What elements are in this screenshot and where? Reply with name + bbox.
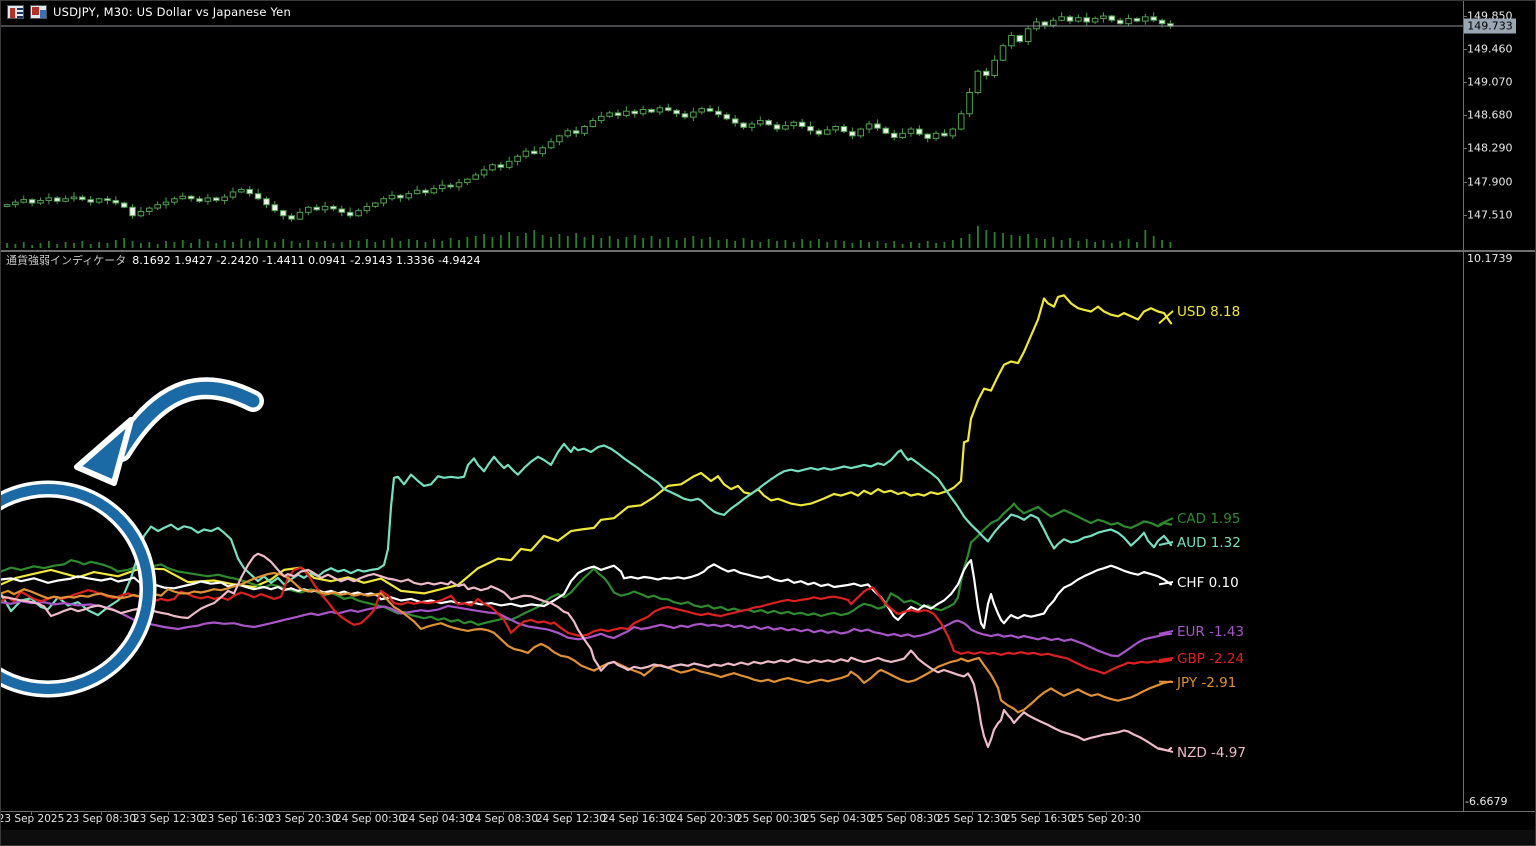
strength-line-CAD <box>1 502 1173 626</box>
time-axis-tick <box>571 811 572 815</box>
strength-label-CHF: CHF 0.10 <box>1177 575 1239 591</box>
time-axis-label: 24 Sep 04:30 <box>401 813 473 825</box>
time-axis-tick <box>31 811 32 815</box>
time-axis-tick <box>838 811 839 815</box>
current-price-box: 149.733 <box>1464 18 1516 34</box>
strength-line-USD <box>1 294 1173 595</box>
time-axis-tick <box>101 811 102 815</box>
strength-label-AUD: AUD 1.32 <box>1177 535 1241 551</box>
price-axis-tick <box>1463 215 1467 216</box>
indicator-scale-top: 10.1739 <box>1467 252 1513 265</box>
price-axis-tick <box>1463 182 1467 183</box>
time-axis-label: 23 Sep 12:30 <box>132 813 204 825</box>
window-bottom-strip <box>1 830 1535 845</box>
time-axis-tick <box>705 811 706 815</box>
strength-label-GBP: GBP -2.24 <box>1177 651 1244 667</box>
time-axis-label: 25 Sep 16:30 <box>1003 813 1075 825</box>
time-axis-label: 23 Sep 2025 <box>0 813 65 825</box>
indicator-scale-bottom: -6.6679 <box>1465 795 1508 808</box>
price-axis-tick <box>1463 49 1467 50</box>
time-axis-label: 23 Sep 20:30 <box>267 813 339 825</box>
strength-label-EUR: EUR -1.43 <box>1177 624 1244 640</box>
indicator-name: 通貨強弱インディケータ <box>6 254 127 267</box>
time-axis-label: 24 Sep 16:30 <box>601 813 673 825</box>
strength-line-NZD <box>1 552 1173 752</box>
price-axis-label: 149.460 <box>1467 42 1513 56</box>
time-axis-label: 24 Sep 20:30 <box>669 813 741 825</box>
time-axis-label: 23 Sep 16:30 <box>200 813 272 825</box>
arrow-head-icon <box>74 417 134 486</box>
time-scale-border[interactable] <box>1 811 1535 812</box>
indicator-values: 8.1692 1.9427 -2.2420 -1.4411 0.0941 -2.… <box>132 254 481 267</box>
chart-title-bar: USDJPY, M30: US Dollar vs Japanese Yen <box>1 1 1467 23</box>
time-axis-tick <box>437 811 438 815</box>
currency-strength-labels: USD 8.18 CAD 1.95 AUD 1.32 CHF 0.10 EUR -1.4… <box>1158 304 1246 761</box>
highlight-circle-icon <box>1 484 153 694</box>
price-axis-tick <box>1463 16 1467 17</box>
price-axis-label: 147.510 <box>1467 208 1513 222</box>
price-axis-tick <box>1463 82 1467 83</box>
strength-line-GBP <box>1 566 1173 675</box>
time-axis-tick <box>1039 811 1040 815</box>
time-axis-tick <box>303 811 304 815</box>
time-axis-tick <box>972 811 973 815</box>
time-axis-label: 24 Sep 12:30 <box>535 813 607 825</box>
time-axis-label: 23 Sep 08:30 <box>65 813 137 825</box>
blue-annotation <box>1 377 264 698</box>
time-axis-label: 25 Sep 20:30 <box>1070 813 1142 825</box>
strength-line-JPY <box>1 571 1173 714</box>
time-axis-tick <box>1106 811 1107 815</box>
price-axis-tick <box>1463 115 1467 116</box>
time-axis-tick <box>771 811 772 815</box>
strength-line-EUR <box>1 600 1173 658</box>
currency-strength-lines <box>1 294 1173 752</box>
time-axis-tick <box>168 811 169 815</box>
strength-label-NZD: NZD -4.97 <box>1177 745 1246 761</box>
price-axis-label: 149.070 <box>1467 75 1513 89</box>
candlestick-series <box>3 12 1174 222</box>
strength-line-AUD <box>1 442 1173 617</box>
arrow-curve-icon <box>114 381 260 458</box>
time-axis-label: 25 Sep 04:30 <box>802 813 874 825</box>
time-axis-label: 24 Sep 00:30 <box>334 813 406 825</box>
time-axis-tick <box>236 811 237 815</box>
strength-label-USD: USD 8.18 <box>1177 304 1240 320</box>
time-axis-tick <box>370 811 371 815</box>
indicator-title: 通貨強弱インディケータ 8.1692 1.9427 -2.2420 -1.4411… <box>6 252 481 268</box>
volume-bars <box>6 226 1172 248</box>
time-axis-label: 25 Sep 00:30 <box>735 813 807 825</box>
price-axis-label: 147.900 <box>1467 175 1513 189</box>
market-watch-icon[interactable] <box>7 5 24 19</box>
pane-separator[interactable] <box>1 250 1535 252</box>
time-axis-label: 25 Sep 08:30 <box>869 813 941 825</box>
price-axis-tick <box>1463 148 1467 149</box>
chart-window-icon[interactable] <box>30 5 47 19</box>
time-axis-tick <box>637 811 638 815</box>
time-axis-tick <box>905 811 906 815</box>
price-scale-border[interactable] <box>1463 1 1464 811</box>
chart-title: USDJPY, M30: US Dollar vs Japanese Yen <box>53 5 291 19</box>
time-axis-tick <box>503 811 504 815</box>
time-axis-label: 25 Sep 12:30 <box>936 813 1008 825</box>
time-axis-label: 24 Sep 08:30 <box>467 813 539 825</box>
strength-label-CAD: CAD 1.95 <box>1177 511 1240 527</box>
strength-line-CHF <box>1 559 1173 630</box>
strength-label-JPY: JPY -2.91 <box>1176 675 1236 691</box>
price-axis-label: 148.290 <box>1467 141 1513 155</box>
price-axis-label: 148.680 <box>1467 108 1513 122</box>
